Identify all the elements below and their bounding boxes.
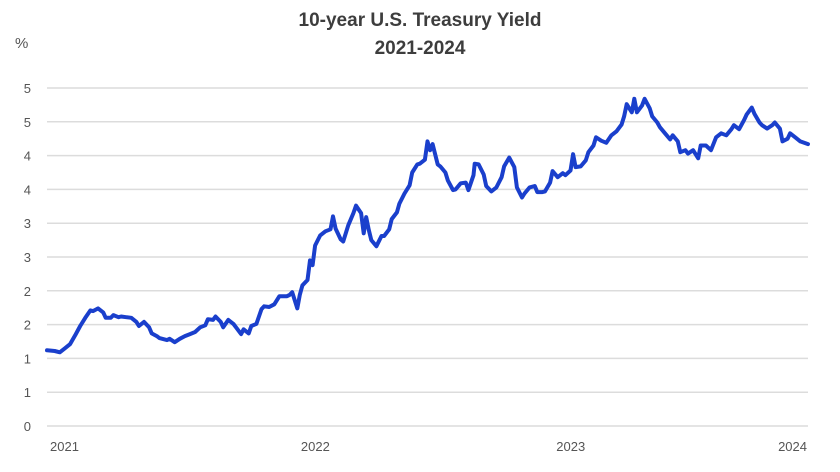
y-tick-label: 1: [24, 385, 31, 400]
y-tick-label: 5: [24, 115, 31, 130]
series-lines: [45, 96, 810, 355]
y-axis-unit-label: %: [15, 35, 29, 52]
y-tick-label: 1: [24, 351, 31, 366]
chart-subtitle: 2021-2024: [374, 38, 466, 59]
y-tick-label: 4: [24, 182, 31, 197]
gridlines: [47, 87, 808, 427]
x-tick-label: 2021: [50, 439, 79, 454]
y-tick-label: 5: [24, 81, 31, 96]
y-tick-label: 0: [24, 419, 31, 434]
y-tick-label: 3: [24, 250, 31, 265]
y-tick-label: 4: [24, 149, 31, 164]
chart-title: 10-year U.S. Treasury Yield: [298, 10, 542, 31]
x-tick-label: 2023: [556, 439, 585, 454]
series-line-treasury-yield: [45, 96, 810, 355]
x-tick-label: 2022: [301, 439, 330, 454]
y-tick-label: 2: [24, 318, 31, 333]
y-axis-ticks: 0 1 1 2 2 3 3 4 4 5 5: [24, 81, 31, 434]
y-tick-label: 3: [24, 216, 31, 231]
x-tick-label: 2024: [778, 439, 807, 454]
y-tick-label: 2: [24, 284, 31, 299]
x-axis-ticks: 2021 2022 2023 2024: [50, 439, 807, 454]
